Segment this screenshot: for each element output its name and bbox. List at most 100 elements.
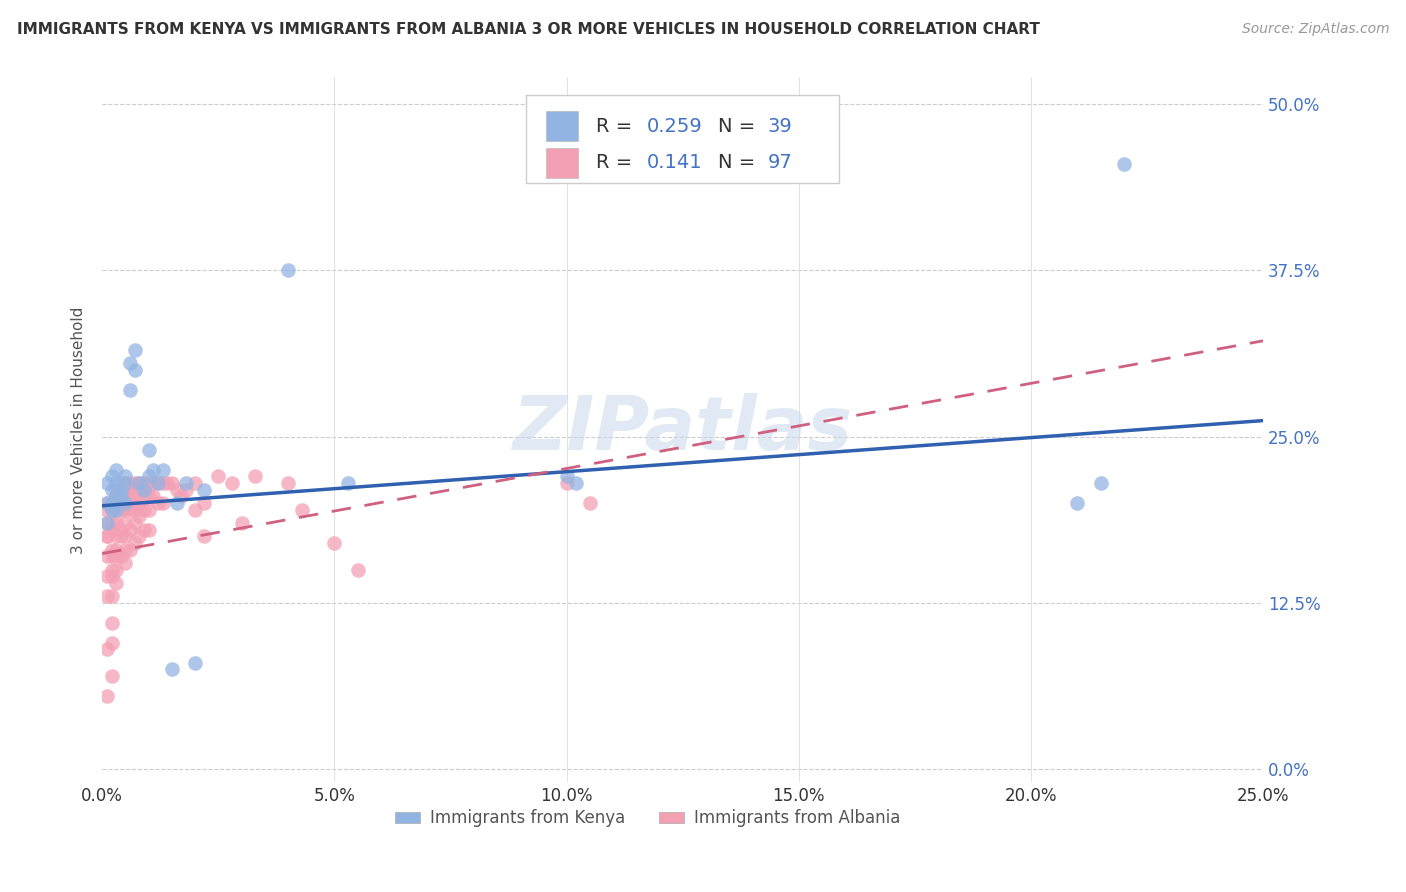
Point xyxy=(146,476,169,491)
Point xyxy=(105,476,128,491)
Point xyxy=(96,496,118,510)
Point xyxy=(110,529,132,543)
Text: Source: ZipAtlas.com: Source: ZipAtlas.com xyxy=(1241,22,1389,37)
Y-axis label: 3 or more Vehicles in Household: 3 or more Vehicles in Household xyxy=(72,306,86,554)
Point xyxy=(128,476,150,491)
Text: IMMIGRANTS FROM KENYA VS IMMIGRANTS FROM ALBANIA 3 OR MORE VEHICLES IN HOUSEHOLD: IMMIGRANTS FROM KENYA VS IMMIGRANTS FROM… xyxy=(17,22,1040,37)
Point xyxy=(166,483,188,497)
Point xyxy=(142,489,165,503)
Point xyxy=(156,476,179,491)
Point xyxy=(128,529,150,543)
Point xyxy=(337,476,360,491)
Point xyxy=(138,469,160,483)
Point xyxy=(124,363,146,377)
Point xyxy=(1090,476,1112,491)
Point xyxy=(579,496,602,510)
Point xyxy=(128,483,150,497)
Point xyxy=(105,575,128,590)
Point xyxy=(100,502,122,516)
Point xyxy=(105,489,128,503)
Point xyxy=(110,489,132,503)
Text: R =: R = xyxy=(596,117,638,136)
Point xyxy=(110,476,132,491)
Point xyxy=(146,476,169,491)
Point xyxy=(96,589,118,603)
Point xyxy=(174,483,197,497)
Point xyxy=(100,502,122,516)
Point xyxy=(105,549,128,564)
Point xyxy=(110,483,132,497)
Point xyxy=(100,496,122,510)
Point xyxy=(124,502,146,516)
Point xyxy=(96,502,118,516)
Point xyxy=(346,563,368,577)
FancyBboxPatch shape xyxy=(546,112,578,141)
Point xyxy=(160,476,183,491)
Point xyxy=(128,496,150,510)
Point xyxy=(110,523,132,537)
Point xyxy=(174,476,197,491)
Legend: Immigrants from Kenya, Immigrants from Albania: Immigrants from Kenya, Immigrants from A… xyxy=(388,803,907,834)
Point xyxy=(110,496,132,510)
Point xyxy=(120,483,142,497)
Point xyxy=(114,483,136,497)
FancyBboxPatch shape xyxy=(526,95,839,183)
Point xyxy=(142,463,165,477)
Point xyxy=(105,542,128,557)
Point xyxy=(245,469,267,483)
Point xyxy=(166,496,188,510)
Point xyxy=(100,569,122,583)
Point xyxy=(120,496,142,510)
Point xyxy=(114,496,136,510)
Point xyxy=(96,549,118,564)
Point xyxy=(120,383,142,397)
Point xyxy=(1066,496,1088,510)
Point xyxy=(193,483,215,497)
Point xyxy=(184,656,207,670)
Point xyxy=(105,516,128,530)
Point xyxy=(132,476,155,491)
Point xyxy=(105,496,128,510)
Point xyxy=(100,523,122,537)
Point xyxy=(128,509,150,524)
Point xyxy=(124,536,146,550)
Text: 0.141: 0.141 xyxy=(647,153,703,172)
Point xyxy=(110,483,132,497)
Point xyxy=(291,502,314,516)
FancyBboxPatch shape xyxy=(546,148,578,178)
Point xyxy=(146,496,169,510)
Point xyxy=(231,516,253,530)
Point xyxy=(184,476,207,491)
Point xyxy=(160,662,183,676)
Point xyxy=(193,496,215,510)
Point xyxy=(114,476,136,491)
Point xyxy=(114,469,136,483)
Point xyxy=(105,502,128,516)
Point xyxy=(96,529,118,543)
Point xyxy=(221,476,243,491)
Point xyxy=(120,502,142,516)
Text: N =: N = xyxy=(717,117,761,136)
Point xyxy=(184,502,207,516)
Point xyxy=(105,529,128,543)
Point xyxy=(100,483,122,497)
Point xyxy=(555,476,578,491)
Point xyxy=(138,476,160,491)
Point xyxy=(124,483,146,497)
Point xyxy=(124,343,146,357)
Point xyxy=(555,469,578,483)
Point xyxy=(110,549,132,564)
Point xyxy=(100,636,122,650)
Point xyxy=(100,469,122,483)
Point xyxy=(100,589,122,603)
Point xyxy=(100,563,122,577)
Point xyxy=(120,523,142,537)
Point xyxy=(105,463,128,477)
Point xyxy=(152,476,174,491)
Text: 0.259: 0.259 xyxy=(647,117,703,136)
Point xyxy=(114,529,136,543)
Point xyxy=(96,516,118,530)
Point xyxy=(96,642,118,657)
Point xyxy=(138,442,160,457)
Point xyxy=(152,496,174,510)
